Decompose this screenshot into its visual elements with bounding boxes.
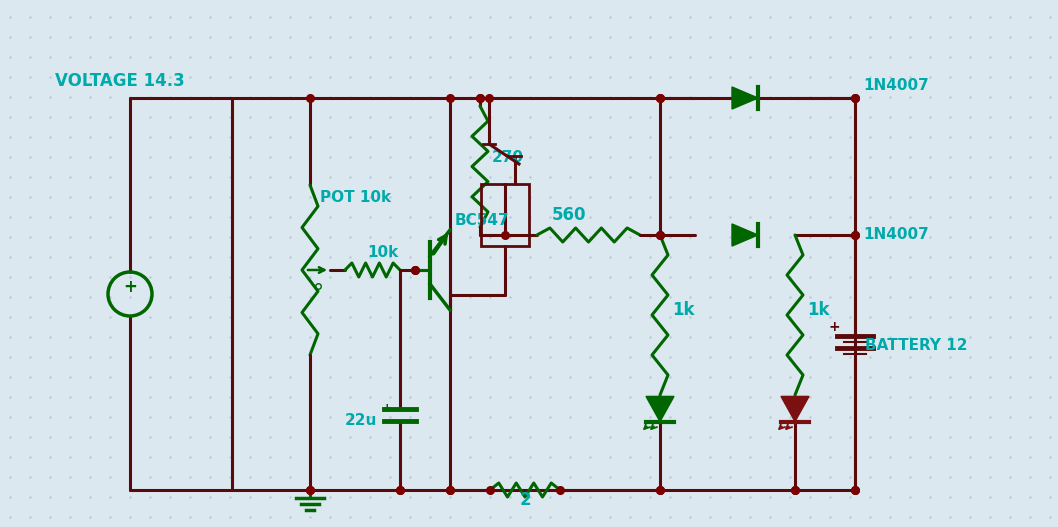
Text: 22u: 22u [345, 413, 378, 428]
Text: 10k: 10k [367, 245, 398, 260]
Text: POT 10k: POT 10k [320, 190, 391, 205]
Text: 1k: 1k [807, 301, 829, 319]
Text: +: + [381, 403, 393, 415]
Text: 560: 560 [552, 206, 586, 224]
Bar [481, 184, 529, 246]
Text: 2: 2 [519, 491, 531, 509]
Text: +: + [829, 320, 841, 334]
Text: 1N4007: 1N4007 [863, 227, 929, 242]
Polygon shape [732, 87, 758, 109]
Text: VOLTAGE 14.3: VOLTAGE 14.3 [55, 72, 185, 90]
Text: 270: 270 [492, 150, 524, 164]
Text: BC547: BC547 [455, 213, 510, 228]
Text: +: + [123, 278, 136, 296]
Polygon shape [732, 224, 758, 246]
Text: 1k: 1k [672, 301, 694, 319]
Text: BATTERY 12: BATTERY 12 [865, 338, 967, 353]
Text: 1N4007: 1N4007 [863, 78, 929, 93]
Polygon shape [646, 396, 674, 422]
Polygon shape [781, 396, 809, 422]
